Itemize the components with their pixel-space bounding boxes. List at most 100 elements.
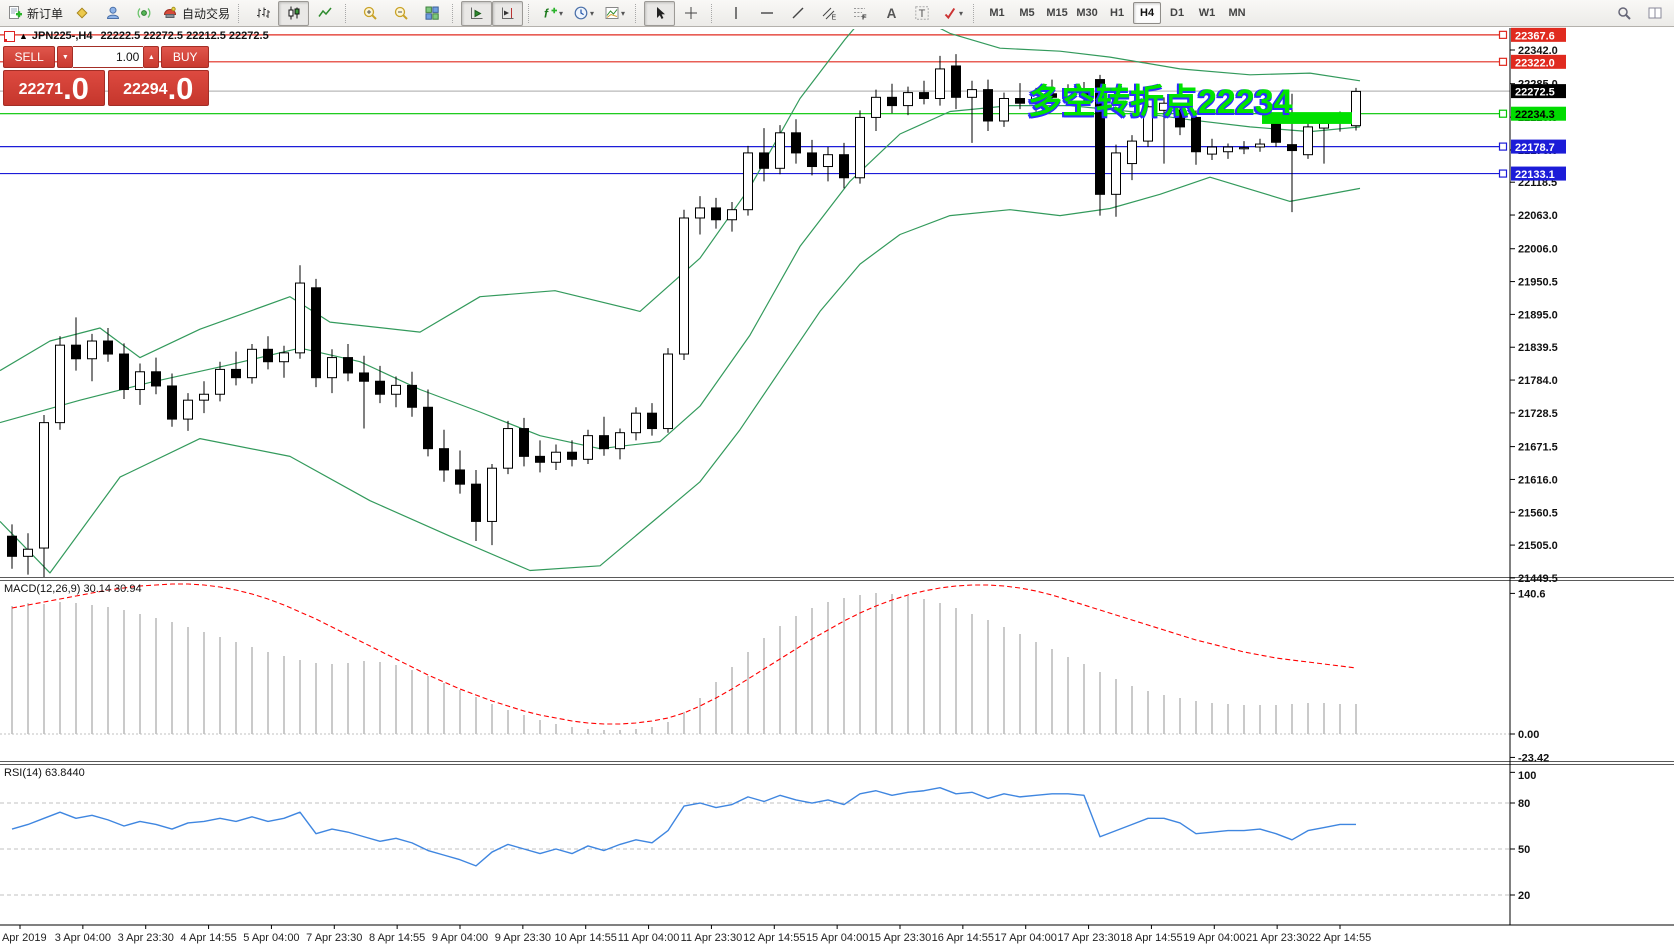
toolbar-crosshair-button[interactable] — [675, 1, 706, 26]
line-end-marker — [1498, 169, 1508, 178]
date-tick-label: 3 Apr 23:30 — [118, 932, 174, 944]
price-tick-label: 21505.0 — [1518, 540, 1558, 552]
volume-input[interactable] — [73, 46, 144, 68]
candle-body — [1271, 122, 1281, 143]
toolbar-text-button[interactable]: A — [875, 1, 906, 26]
candle-body — [695, 207, 705, 219]
candle-body — [1127, 140, 1137, 165]
candle-body — [839, 154, 849, 179]
chevron-down-icon[interactable]: ▾ — [590, 8, 595, 18]
candle-body — [263, 348, 273, 363]
toolbar-line-chart-button[interactable] — [309, 1, 340, 26]
toolbar-new-order-button[interactable]: 新订单 — [4, 1, 66, 26]
toolbar-zoom-in-button[interactable] — [354, 1, 385, 26]
chevron-down-icon[interactable]: ▾ — [621, 8, 626, 18]
toolbar-metaeditor-button[interactable] — [66, 1, 97, 26]
toolbar-search-button[interactable] — [1608, 1, 1639, 26]
candle-body — [615, 432, 625, 450]
candle-body — [487, 467, 497, 522]
toolbar-templates-button[interactable]: ▾ — [599, 1, 630, 26]
candle-body — [823, 154, 833, 168]
candle-body — [279, 352, 289, 363]
candle-body — [247, 348, 257, 379]
toolbar-equidistant-channel-button[interactable]: E — [813, 1, 844, 26]
sell-button[interactable]: SELL — [3, 46, 56, 68]
chart-annotation-text: 多空转折点22234 — [1028, 83, 1293, 121]
candle-body — [599, 435, 609, 450]
timeframe-m1-button[interactable]: M1 — [989, 7, 1005, 19]
toolbar-autotrading-button[interactable]: 自动交易 — [159, 1, 233, 26]
candle-body — [87, 340, 97, 360]
price-tick-label: 21616.0 — [1518, 474, 1558, 486]
buy-price-box[interactable]: 22294.0 — [107, 70, 209, 106]
text-label-icon: T — [914, 6, 929, 20]
timeframe-mn-button[interactable]: MN — [1228, 7, 1246, 19]
toolbar-chart-shift-button[interactable] — [492, 0, 524, 26]
candle-body — [583, 435, 593, 460]
toolbar-cursor-button[interactable] — [644, 0, 676, 26]
line-end-marker — [1498, 142, 1508, 151]
subwindow-icon[interactable] — [4, 30, 15, 42]
chevron-down-icon[interactable]: ▾ — [559, 8, 564, 18]
volume-decrement-button[interactable]: ▼ — [57, 46, 74, 68]
toolbar-zoom-out-button[interactable] — [385, 1, 416, 26]
candle-body — [39, 422, 49, 549]
sell-price-box[interactable]: 22271.0 — [3, 70, 105, 106]
toolbar-horizontal-line-button[interactable] — [751, 1, 782, 26]
price-badge-label: 22234.3 — [1515, 109, 1555, 121]
chevron-down-icon[interactable]: ▾ — [959, 8, 964, 18]
timeframe-m15-button[interactable]: M15 — [1046, 7, 1068, 19]
toolbar-separator — [635, 3, 640, 23]
toolbar-layout-button[interactable] — [1639, 1, 1670, 26]
toolbar-separator — [711, 3, 716, 23]
candle-body — [311, 287, 321, 379]
toolbar-text-label-button[interactable]: T — [906, 1, 937, 26]
price-badge-label: 22178.7 — [1515, 142, 1555, 154]
search-icon — [1617, 7, 1631, 20]
toolbar-signals-button[interactable] — [128, 1, 159, 26]
candle-body — [1255, 143, 1265, 148]
highlight-rectangle-object[interactable] — [1262, 112, 1352, 124]
toolbar-indicators-list-button[interactable]: f ▾ — [537, 1, 568, 26]
bar-chart-icon — [256, 7, 270, 18]
templates-icon — [605, 7, 619, 19]
macd-axis-label: -23.42 — [1518, 752, 1549, 764]
date-tick-label: 11 Apr 23:30 — [681, 932, 743, 944]
timeframe-w1-button[interactable]: W1 — [1198, 7, 1216, 19]
candle-body — [455, 469, 465, 485]
auto-scroll-icon — [470, 7, 483, 19]
svg-text:F: F — [862, 13, 867, 22]
toolbar-community-button[interactable] — [97, 1, 128, 26]
toolbar-arrows-button[interactable]: ▾ — [937, 1, 968, 26]
timeframe-h1-button[interactable]: H1 — [1110, 7, 1125, 19]
line-chart-icon — [317, 7, 332, 17]
toolbar-fibonacci-button[interactable]: F — [844, 1, 875, 26]
expand-arrow-icon[interactable]: ▲ — [19, 31, 28, 41]
cursor-icon — [656, 7, 665, 19]
toolbar-auto-scroll-button[interactable] — [461, 0, 493, 26]
date-tick-label: 12 Apr 14:55 — [743, 932, 805, 944]
date-tick-label: 18 Apr 14:55 — [1120, 932, 1182, 944]
rsi-axis-label: 100 — [1518, 770, 1536, 782]
buy-button[interactable]: BUY — [161, 46, 209, 68]
new-order-icon — [9, 6, 22, 19]
svg-text:A: A — [886, 6, 896, 21]
timeframe-m5-button[interactable]: M5 — [1019, 7, 1035, 19]
timeframe-m30-button[interactable]: M30 — [1076, 7, 1098, 19]
main-chart-layer — [0, 29, 1361, 578]
timeframe-d1-button[interactable]: D1 — [1170, 7, 1185, 19]
layout-icon — [1648, 7, 1661, 19]
toolbar-tile-windows-button[interactable] — [416, 1, 447, 26]
toolbar-candlestick-chart-button[interactable] — [278, 0, 310, 26]
toolbar-vertical-line-button[interactable] — [720, 1, 751, 26]
timeframe-h4-button[interactable]: H4 — [1133, 2, 1162, 24]
candle-body — [887, 96, 897, 107]
toolbar-bar-chart-button[interactable] — [247, 1, 278, 26]
toolbar-trendline-button[interactable] — [782, 1, 813, 26]
price-badge — [1511, 84, 1566, 99]
candle-body — [1111, 152, 1121, 195]
toolbar-periods-button[interactable]: ▾ — [568, 1, 599, 26]
volume-increment-button[interactable]: ▲ — [143, 46, 160, 68]
candle-body — [183, 399, 193, 420]
